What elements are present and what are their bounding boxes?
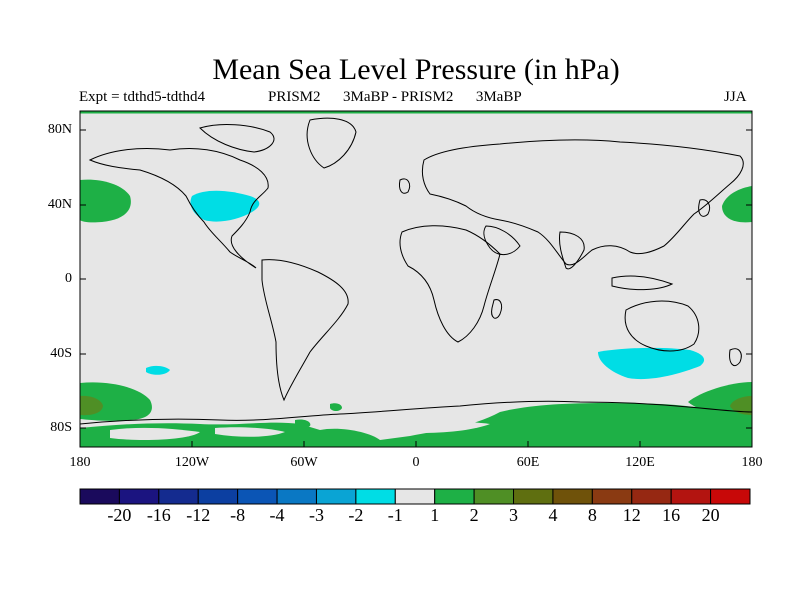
colorbar-label: -1 bbox=[387, 505, 403, 525]
coast-canadian-arctic bbox=[199, 124, 275, 153]
antarctica-clear-patch-2 bbox=[215, 427, 285, 437]
lon-label-60w: 60W bbox=[290, 455, 318, 470]
colorbar-label: -2 bbox=[348, 505, 364, 525]
lat-label-80n: 80N bbox=[47, 122, 72, 137]
coast-british-isles bbox=[399, 178, 411, 194]
colorbar-swatch bbox=[197, 488, 239, 505]
coast-eurasia bbox=[421, 139, 744, 266]
lat-label-40s: 40S bbox=[50, 346, 72, 361]
colorbar-label: -3 bbox=[308, 505, 324, 525]
colorbar-swatch bbox=[513, 488, 554, 505]
coast-new-zealand bbox=[729, 348, 742, 366]
colorbar-swatch bbox=[118, 488, 160, 505]
anomaly-north-pacific-west bbox=[80, 179, 131, 223]
lat-label-0: 0 bbox=[65, 271, 72, 286]
colorbar-label: -4 bbox=[269, 505, 285, 525]
coast-africa bbox=[399, 225, 501, 343]
colorbar-label: 1 bbox=[430, 505, 440, 525]
colorbar-swatch bbox=[355, 488, 396, 505]
colorbar-swatch bbox=[552, 488, 593, 505]
colorbar-swatch bbox=[276, 488, 317, 505]
coast-antarctica bbox=[79, 400, 753, 425]
coast-indonesia bbox=[611, 275, 674, 291]
colorbar-swatch bbox=[434, 488, 475, 505]
colorbar-label: -20 bbox=[107, 505, 132, 525]
anomaly-southern-ocean-dark-east bbox=[730, 396, 752, 415]
colorbar-swatch bbox=[158, 488, 199, 505]
colorbar-label: 20 bbox=[701, 505, 720, 525]
coast-japan bbox=[698, 199, 711, 217]
comparison-label: PRISM2 3MaBP - PRISM2 3MaBP bbox=[268, 89, 522, 105]
colorbar-label: -16 bbox=[146, 505, 171, 525]
colorbar-label: 16 bbox=[662, 505, 681, 525]
colorbar-label: 12 bbox=[622, 505, 641, 525]
anomaly-southern-ocean-dark-west bbox=[80, 395, 103, 416]
colorbar-swatch bbox=[79, 488, 120, 505]
anomaly-north-pacific-east bbox=[722, 186, 752, 223]
coast-arabia bbox=[483, 225, 521, 255]
colorbar-label: -12 bbox=[186, 505, 211, 525]
anomaly-pacific-blob bbox=[295, 419, 311, 429]
colorbar-label: 4 bbox=[548, 505, 558, 525]
colorbar-swatch bbox=[631, 488, 672, 505]
coast-greenland bbox=[306, 117, 357, 169]
season-label: JJA bbox=[724, 89, 747, 105]
anomaly-south-pacific bbox=[146, 365, 170, 375]
coast-india bbox=[559, 231, 585, 270]
lat-label-40n: 40N bbox=[47, 197, 72, 212]
colorbar-swatch bbox=[710, 488, 751, 505]
coastlines bbox=[79, 117, 753, 425]
axis-ticks bbox=[80, 129, 752, 447]
colorbar-swatch bbox=[670, 488, 712, 505]
antarctica-clear-patch-3 bbox=[390, 421, 490, 433]
colorbar-label: -8 bbox=[230, 505, 246, 525]
lon-label-120e: 120E bbox=[625, 455, 655, 470]
colorbar-label: 8 bbox=[587, 505, 597, 525]
colorbar-swatch bbox=[591, 488, 633, 505]
lat-label-80s: 80S bbox=[50, 420, 72, 435]
experiment-label: Expt = tdthd5-tdthd4 bbox=[79, 89, 205, 105]
lon-label-120w: 120W bbox=[174, 455, 210, 470]
colorbar-swatch bbox=[394, 488, 436, 505]
colorbar-label: 3 bbox=[509, 505, 519, 525]
anomaly-south-indian-ocean bbox=[598, 347, 705, 380]
coast-south-america bbox=[261, 259, 349, 402]
lon-label-0: 0 bbox=[412, 455, 420, 470]
map-title: Mean Sea Level Pressure (in hPa) bbox=[212, 53, 620, 86]
colorbar-swatch bbox=[315, 488, 357, 505]
map-background bbox=[80, 111, 752, 447]
colorbar-swatch bbox=[237, 488, 278, 505]
colorbar bbox=[79, 488, 751, 505]
lon-label-180-east: 180 bbox=[741, 455, 763, 470]
lon-label-60e: 60E bbox=[516, 455, 540, 470]
coast-north-america bbox=[88, 147, 269, 269]
anomaly-north-america bbox=[190, 190, 260, 222]
antarctica-clear-patch-1 bbox=[110, 427, 200, 440]
colorbar-swatch bbox=[473, 488, 515, 505]
coast-australia bbox=[624, 300, 700, 352]
colorbar-label: 2 bbox=[469, 505, 479, 525]
coast-madagascar bbox=[491, 299, 503, 319]
lon-label-180-west: 180 bbox=[69, 455, 91, 470]
anomaly-atlantic-blob bbox=[330, 403, 342, 411]
